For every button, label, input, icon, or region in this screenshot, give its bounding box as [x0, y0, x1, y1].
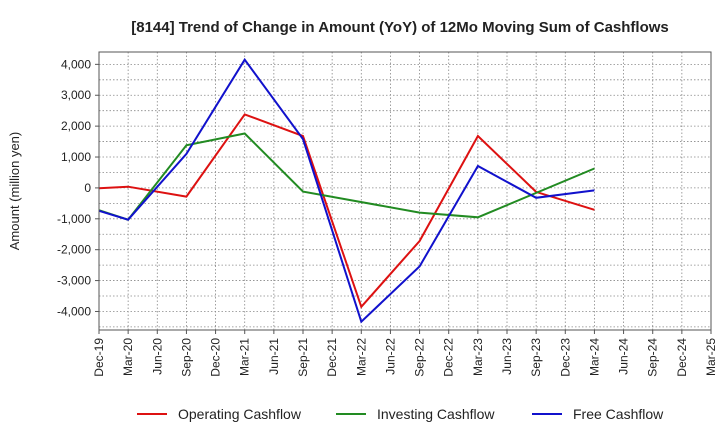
- x-tick-label: Dec-19: [92, 338, 106, 377]
- x-tick-label: Sep-23: [529, 338, 543, 377]
- y-tick-label: -3,000: [57, 274, 91, 288]
- y-tick-label: 4,000: [61, 57, 91, 71]
- x-tick-label: Mar-25: [704, 338, 718, 376]
- y-tick-label: -1,000: [57, 212, 91, 226]
- y-tick-label: 1,000: [61, 150, 91, 164]
- x-tick-label: Jun-24: [617, 338, 631, 375]
- x-tick-label: Jun-23: [500, 338, 514, 375]
- x-tick-label: Mar-23: [471, 338, 485, 376]
- legend: Operating Cashflow Investing Cashflow Free…: [137, 406, 664, 422]
- y-tick-label: 0: [84, 181, 91, 195]
- x-tick-label: Jun-21: [267, 338, 281, 375]
- x-tick-label: Dec-23: [558, 338, 572, 377]
- x-tick-label: Sep-20: [179, 338, 193, 377]
- y-tick-label: -4,000: [57, 304, 91, 318]
- series-line-free-cashflow: [98, 57, 595, 324]
- x-tick-label: Sep-21: [296, 338, 310, 377]
- y-tick-label: 2,000: [61, 119, 91, 133]
- x-tick-label: Mar-24: [587, 338, 601, 376]
- x-tick-label: Dec-20: [209, 338, 223, 377]
- x-tick-label: Dec-22: [442, 338, 456, 377]
- y-tick-label: -2,000: [57, 243, 91, 257]
- y-axis-ticks: 4,000 3,000 2,000 1,000 0 -1,000 -2,000 -3,000 -…: [57, 57, 99, 318]
- chart-title: [8144] Trend of Change in Amount (YoY) o…: [131, 19, 669, 36]
- x-tick-label: Mar-21: [238, 338, 252, 376]
- x-tick-label: Dec-24: [675, 338, 689, 377]
- series-lines: [98, 57, 595, 324]
- series-line-operating-cashflow: [98, 113, 595, 309]
- legend-label: Free Cashflow: [573, 406, 664, 422]
- y-axis-label: Amount (million yen): [7, 132, 22, 251]
- x-tick-label: Jun-20: [150, 338, 164, 375]
- legend-label: Investing Cashflow: [377, 406, 495, 422]
- x-tick-label: Sep-24: [646, 338, 660, 377]
- plot-frame: [98, 51, 712, 331]
- x-tick-label: Mar-20: [121, 338, 135, 376]
- legend-label: Operating Cashflow: [178, 406, 302, 422]
- x-tick-label: Dec-21: [325, 338, 339, 377]
- y-tick-label: 3,000: [61, 88, 91, 102]
- x-tick-label: Sep-22: [413, 338, 427, 377]
- x-axis-ticks: Dec-19 Mar-20 Jun-20 Sep-20 Dec-20 Mar-21 Jun-…: [92, 330, 718, 377]
- x-tick-label: Mar-22: [354, 338, 368, 376]
- x-tick-label: Jun-22: [383, 338, 397, 375]
